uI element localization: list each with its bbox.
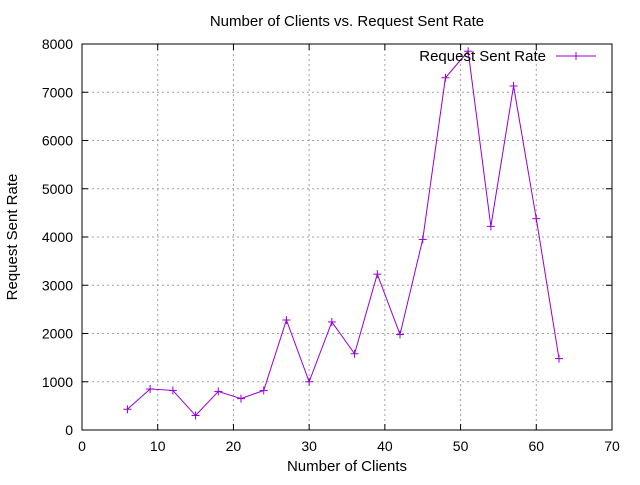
data-point [123, 405, 132, 414]
data-point [168, 386, 177, 395]
y-tick-label: 2000 [42, 326, 73, 342]
legend-marker [572, 52, 580, 60]
data-point [350, 349, 359, 358]
series-line [127, 50, 560, 417]
x-tick-label: 10 [150, 438, 166, 454]
data-point [259, 386, 268, 395]
data-point [509, 81, 518, 90]
y-tick-label: 1000 [42, 374, 73, 390]
y-axis-title: Request Sent Rate [4, 174, 21, 301]
x-tick-label: 20 [226, 438, 242, 454]
axes: 0 10 20 30 40 50 60 70 0 1000 2000 3000 4000 5000 6000… [42, 36, 620, 454]
data-point [237, 394, 245, 403]
y-tick-label: 3000 [42, 277, 73, 293]
data-point [555, 354, 563, 363]
data-point [191, 411, 200, 420]
data-point [305, 377, 314, 386]
x-tick-label: 50 [453, 438, 469, 454]
grid [82, 44, 612, 430]
x-axis-title: Number of Clients [287, 458, 407, 475]
chart-title: Number of Clients vs. Request Sent Rate [210, 13, 484, 30]
data-point [214, 387, 223, 396]
data-point [464, 47, 473, 56]
x-tick-label: 70 [604, 438, 620, 454]
x-tick-label: 30 [301, 438, 317, 454]
data-point [418, 235, 427, 244]
y-tick-label: 8000 [42, 36, 73, 52]
data-point [327, 317, 336, 326]
y-tick-label: 7000 [42, 84, 73, 100]
y-tick-label: 0 [65, 422, 73, 438]
data-point [441, 73, 450, 82]
data-point [532, 214, 541, 223]
y-tick-label: 4000 [42, 229, 73, 245]
x-tick-label: 0 [78, 438, 86, 454]
series-layer [123, 47, 563, 420]
data-point [486, 222, 495, 231]
data-point [282, 315, 291, 324]
data-point [146, 384, 155, 393]
y-tick-label: 5000 [42, 181, 73, 197]
data-point [396, 330, 404, 339]
y-tick-label: 6000 [42, 133, 73, 149]
legend-label: Request Sent Rate [419, 48, 546, 65]
data-point [373, 270, 382, 279]
legend: Request Sent Rate [419, 48, 596, 65]
x-tick-label: 60 [528, 438, 544, 454]
x-tick-label: 40 [377, 438, 393, 454]
